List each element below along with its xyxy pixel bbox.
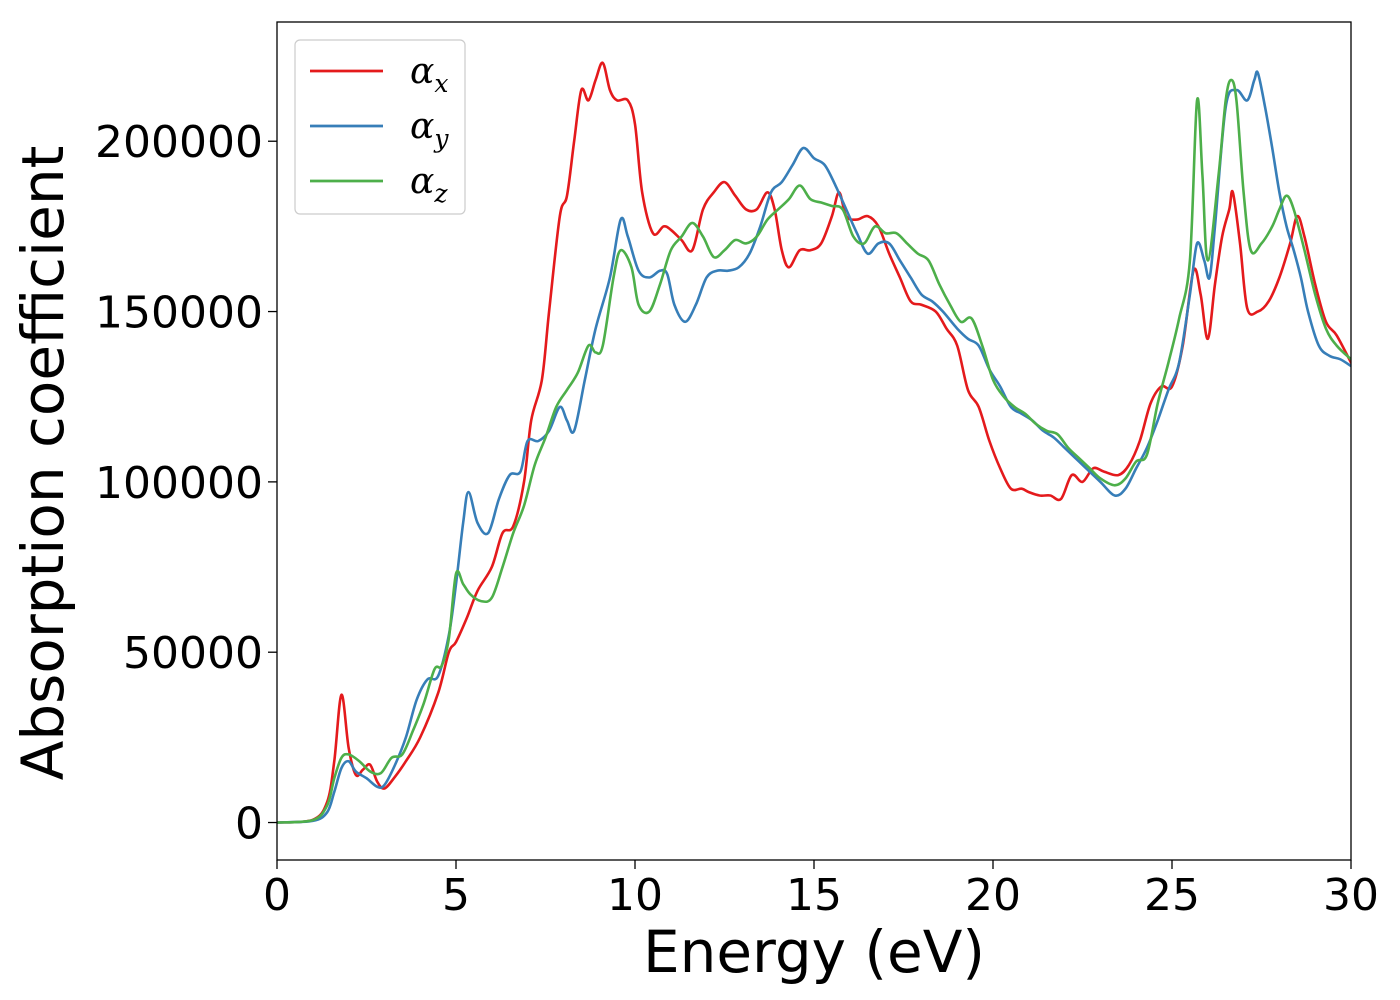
x-tick-label: 20 — [965, 870, 1021, 921]
plot-lines — [277, 61, 1351, 824]
y-tick-label: 0 — [235, 799, 263, 850]
x-tick-label: 15 — [786, 870, 842, 921]
y-axis-title: Absorption coefficient — [9, 146, 77, 781]
x-axis: 0 5 10 15 20 25 30 — [263, 860, 1379, 921]
y-tick-label: 150000 — [95, 288, 263, 339]
x-tick-label: 30 — [1323, 870, 1379, 921]
series-line-z — [277, 78, 1351, 824]
x-tick-label: 25 — [1144, 870, 1200, 921]
x-axis-title: Energy (eV) — [643, 918, 985, 986]
y-tick-label: 100000 — [95, 458, 263, 509]
legend-label-x: αx — [410, 51, 448, 98]
x-tick-label: 10 — [607, 870, 663, 921]
legend-label-y: αy — [410, 106, 449, 153]
x-tick-label: 0 — [263, 870, 291, 921]
y-tick-label: 200000 — [95, 117, 263, 168]
y-axis: 0 50000 100000 150000 200000 — [95, 117, 277, 850]
x-tick-label: 5 — [442, 870, 470, 921]
y-tick-label: 50000 — [123, 628, 263, 679]
series-line-y — [277, 70, 1351, 824]
